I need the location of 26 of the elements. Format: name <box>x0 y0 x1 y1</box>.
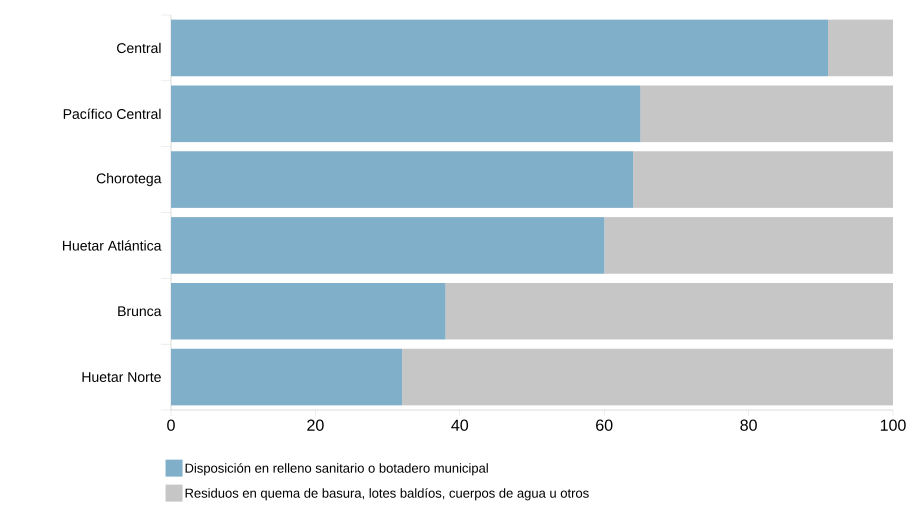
y-tick-label: Brunca <box>118 306 162 316</box>
bar <box>171 85 640 142</box>
bar <box>171 282 446 340</box>
x-tick-label: 20 <box>307 420 324 431</box>
bar <box>171 217 604 274</box>
bar <box>171 151 634 208</box>
y-tick-label: Huetar Norte <box>82 372 161 382</box>
bar <box>402 348 893 406</box>
y-tick-label: Chorotega <box>96 173 162 186</box>
legend-label: Residuos en quema de basura, lotes baldíos, cuerpos de agua u otros <box>186 488 589 500</box>
bar <box>640 85 893 142</box>
y-tick-label: Pacífico Central <box>64 108 161 119</box>
x-tick-label: 40 <box>451 420 468 431</box>
y-tick-label: Huetar Atlántica <box>63 240 162 251</box>
bar <box>828 20 893 76</box>
bar <box>633 151 893 208</box>
bar <box>604 217 893 274</box>
y-tick-label: Central <box>117 42 161 54</box>
bar <box>445 282 893 340</box>
bar <box>171 20 828 76</box>
x-tick-label: 80 <box>740 420 757 431</box>
x-tick-label: 0 <box>167 420 175 431</box>
x-tick-label: 100 <box>880 420 906 431</box>
x-tick-label: 60 <box>596 420 612 431</box>
bar <box>171 348 402 406</box>
legend-label: Disposición en relleno sanitario o botadero municipal <box>186 463 488 476</box>
